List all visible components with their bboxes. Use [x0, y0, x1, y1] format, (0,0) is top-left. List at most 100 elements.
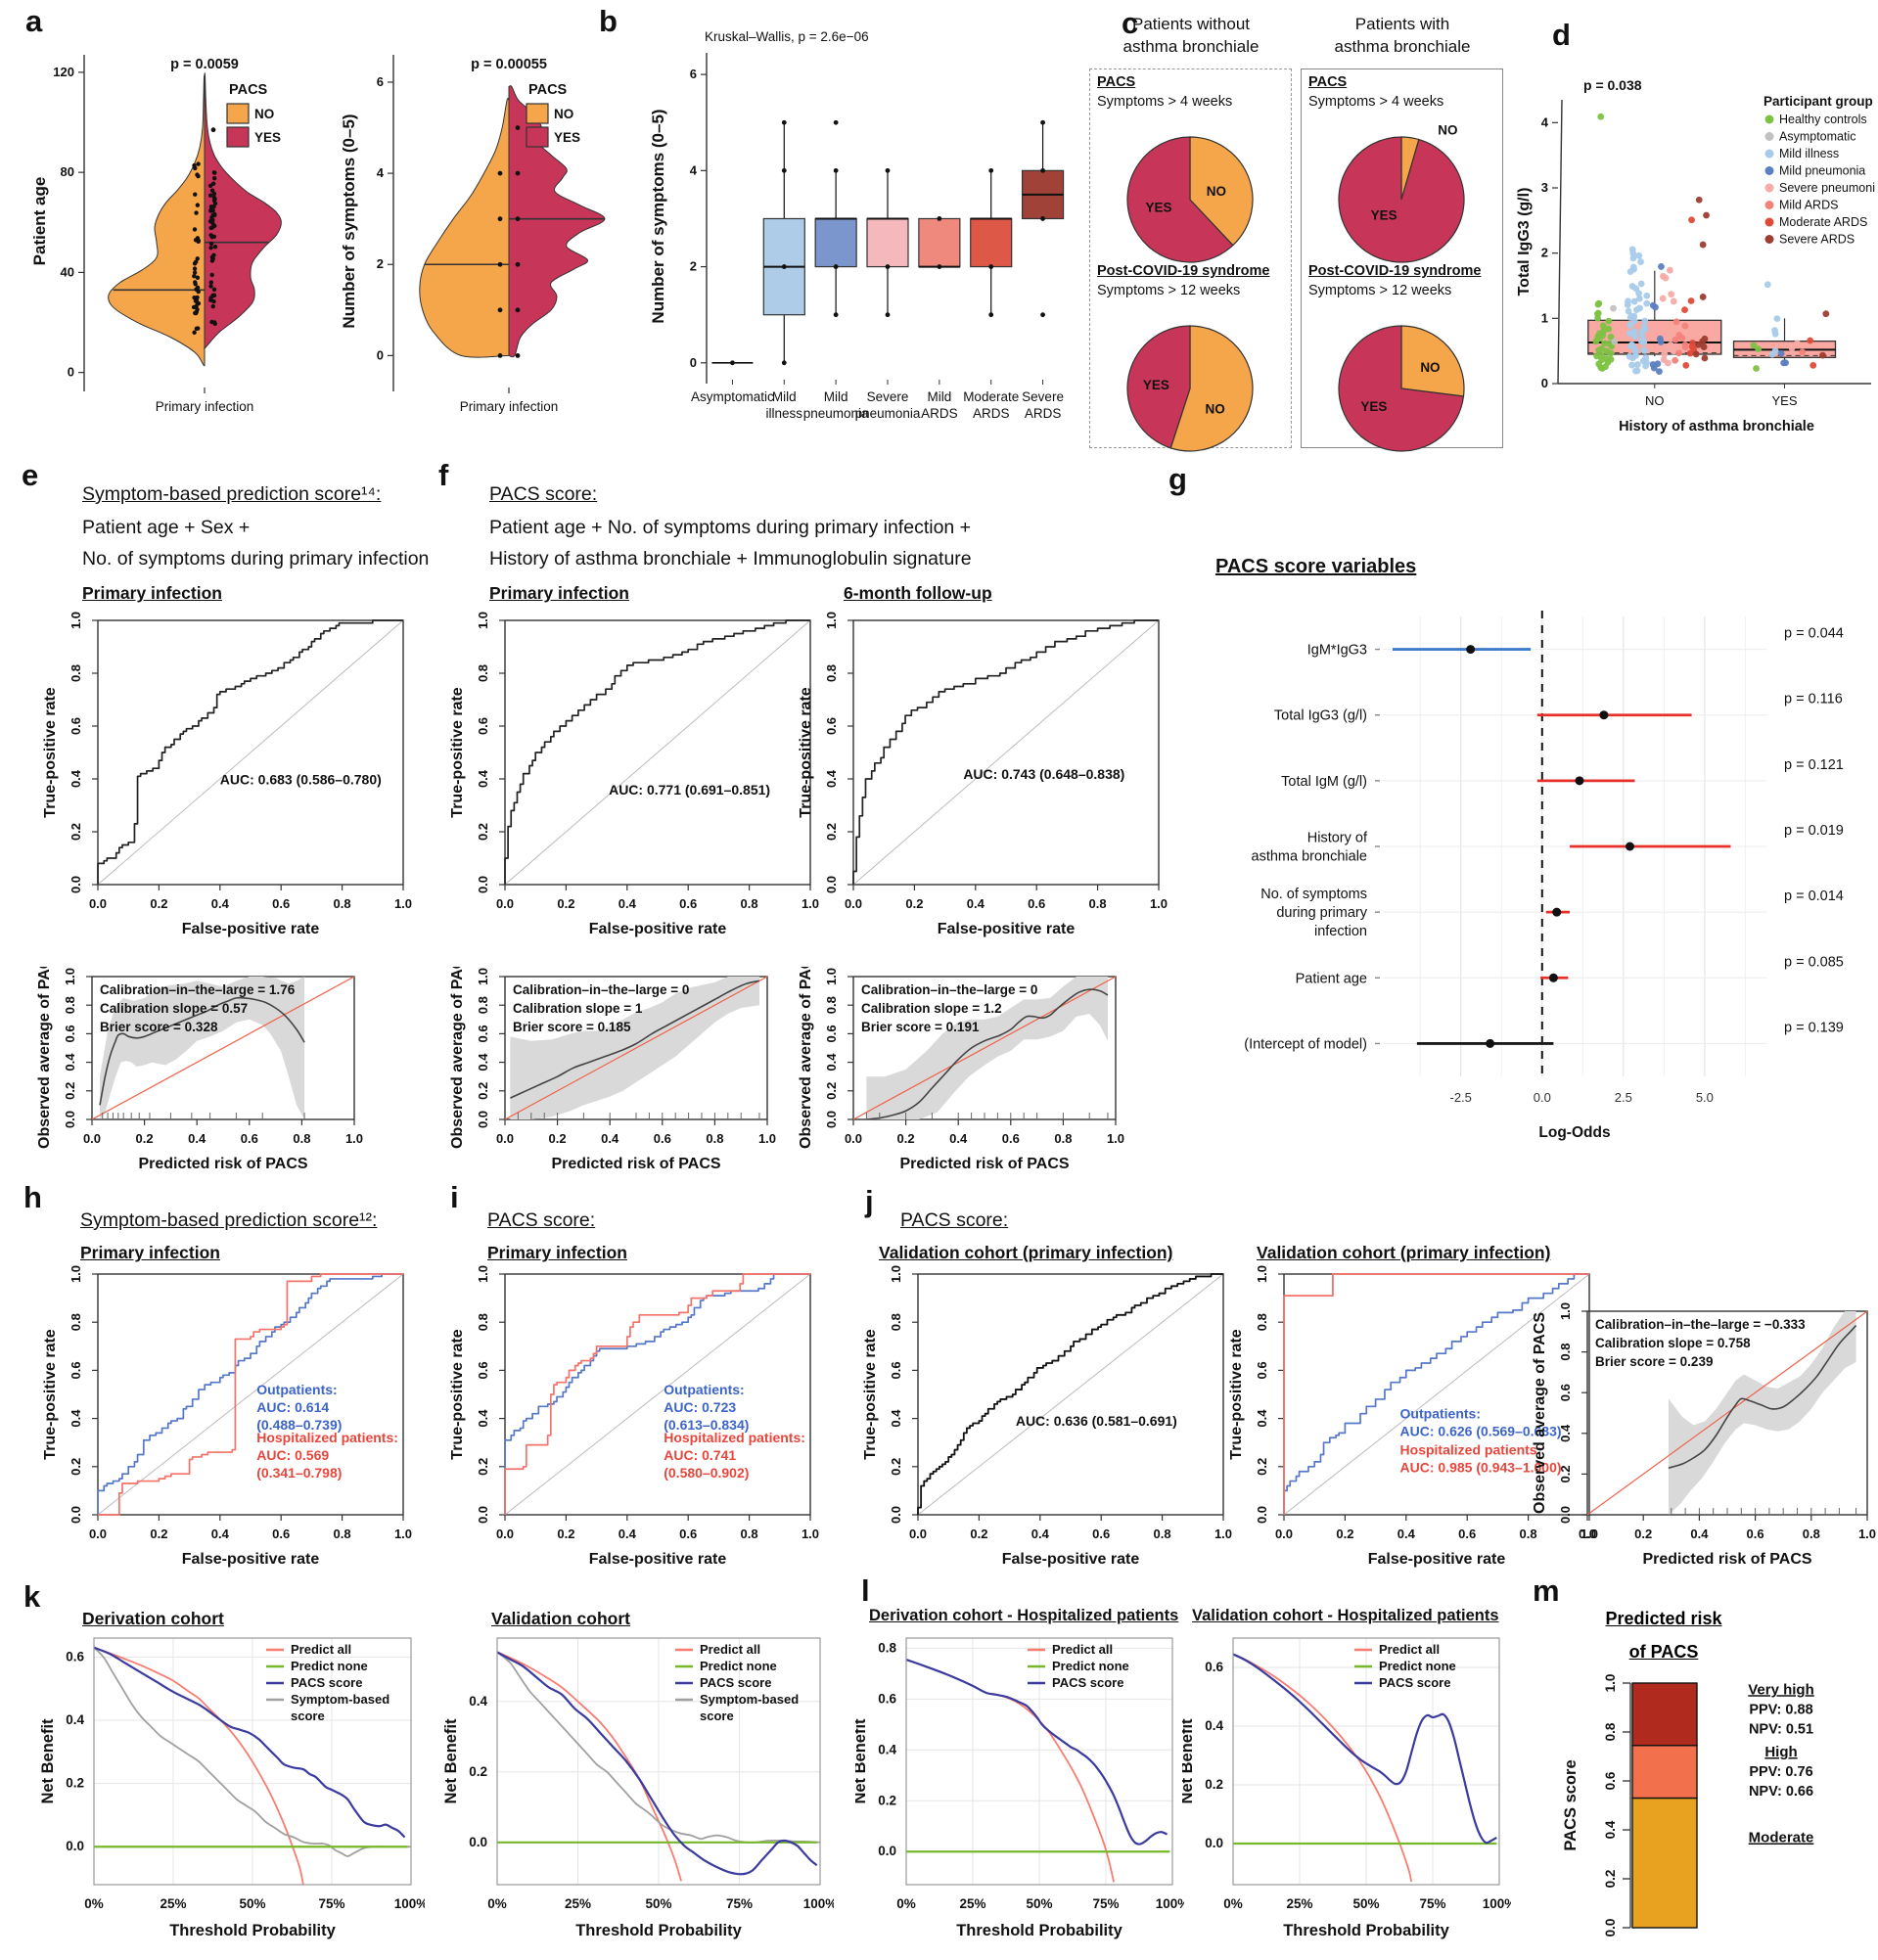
svg-text:0.4: 0.4 [601, 1131, 619, 1146]
svg-text:0.2: 0.2 [557, 1527, 574, 1541]
svg-text:0.2: 0.2 [824, 1082, 839, 1100]
svg-text:True-positive rate: True-positive rate [449, 1329, 466, 1459]
panel-a-label: a [25, 4, 43, 38]
l-title-derivation: Derivation cohort - Hospitalized patient… [869, 1607, 1179, 1624]
svg-text:0.4: 0.4 [618, 1527, 637, 1541]
roc-symptom-score-validation: 0.0 0.0 0.2 0.2 0.4 0.4 0.6 0.6 0.8 0.8 1.0 1.0 Fals… [35, 1264, 419, 1575]
svg-text:25%: 25% [160, 1896, 186, 1911]
svg-text:p = 0.019: p = 0.019 [1784, 823, 1844, 839]
svg-text:Moderate ARDS: Moderate ARDS [1779, 215, 1867, 229]
boxplot-symptoms-by-severity: 0 2 4 6 Number of symptoms (0–5) Kruskal–Wall… [634, 22, 1076, 446]
svg-text:0.6: 0.6 [272, 896, 290, 911]
svg-text:(0.341–0.798): (0.341–0.798) [256, 1465, 342, 1481]
svg-text:0.2: 0.2 [476, 1082, 490, 1100]
svg-text:0%: 0% [896, 1896, 916, 1911]
svg-text:YES: YES [1371, 207, 1397, 222]
svg-text:illness: illness [766, 406, 803, 421]
svg-text:0.6: 0.6 [824, 717, 839, 735]
svg-text:1.0: 1.0 [394, 896, 412, 911]
svg-text:during primary: during primary [1276, 905, 1367, 921]
svg-text:NPV: 0.51: NPV: 0.51 [1749, 1721, 1813, 1737]
svg-text:Severe: Severe [1022, 389, 1064, 404]
svg-text:0.0: 0.0 [1579, 1527, 1596, 1541]
svg-text:Net Benefit: Net Benefit [442, 1718, 460, 1804]
pie-no-asthma-pacs: YES NO [1122, 120, 1258, 263]
j-score-title: PACS score: [900, 1209, 1009, 1231]
svg-text:p = 0.139: p = 0.139 [1784, 1020, 1844, 1035]
g-title: PACS score variables [1215, 556, 1417, 577]
svg-text:Predict none: Predict none [1379, 1659, 1456, 1673]
panel-l-label: l [861, 1573, 870, 1608]
svg-text:0.2: 0.2 [1205, 1777, 1223, 1792]
svg-text:0.0: 0.0 [824, 876, 839, 893]
svg-text:0: 0 [68, 365, 74, 380]
svg-text:0.2: 0.2 [1558, 1465, 1573, 1482]
svg-text:False-positive rate: False-positive rate [938, 921, 1076, 937]
e-score-line2: Patient age + Sex + [82, 517, 251, 538]
svg-text:Outpatients:: Outpatients: [256, 1382, 337, 1397]
svg-text:Predict all: Predict all [291, 1642, 351, 1657]
svg-text:Predict none: Predict none [700, 1659, 777, 1673]
svg-text:p = 0.00055: p = 0.00055 [471, 57, 547, 72]
svg-text:6: 6 [377, 74, 384, 89]
svg-text:0.6: 0.6 [476, 717, 490, 735]
svg-text:0.6: 0.6 [272, 1527, 290, 1541]
svg-text:True-positive rate: True-positive rate [1228, 1329, 1245, 1459]
svg-text:0.2: 0.2 [970, 1527, 987, 1541]
svg-text:NPV: 0.66: NPV: 0.66 [1749, 1784, 1813, 1800]
svg-text:False-positive rate: False-positive rate [589, 1551, 727, 1568]
e-score-title: Symptom-based prediction score¹⁴: [82, 483, 382, 505]
svg-text:p = 0.085: p = 0.085 [1784, 954, 1844, 970]
panel-d-label: d [1552, 18, 1571, 52]
i-subtitle: Primary infection [487, 1243, 627, 1262]
svg-text:0.8: 0.8 [741, 896, 758, 911]
f-score-title: PACS score: [489, 483, 598, 505]
svg-text:YES: YES [1143, 378, 1169, 392]
svg-text:0.8: 0.8 [69, 664, 83, 682]
svg-text:0.6: 0.6 [476, 1025, 490, 1042]
svg-text:75%: 75% [726, 1896, 753, 1911]
svg-text:False-positive rate: False-positive rate [589, 921, 727, 937]
svg-text:0.0: 0.0 [889, 1506, 903, 1524]
svg-text:PACS score: PACS score [700, 1675, 771, 1690]
svg-text:0.0: 0.0 [496, 896, 514, 911]
svg-text:0.8: 0.8 [878, 1640, 896, 1655]
svg-text:0.0: 0.0 [1603, 1919, 1618, 1937]
svg-text:0.4: 0.4 [476, 769, 490, 788]
svg-text:0.8: 0.8 [1255, 1313, 1269, 1331]
svg-text:Mild illness: Mild illness [1779, 147, 1839, 160]
svg-text:PACS: PACS [528, 82, 568, 98]
c-col1-header: Patients without asthma bronchiale [1122, 15, 1260, 56]
svg-text:0%: 0% [1223, 1896, 1243, 1911]
svg-text:AUC: 0.985 (0.943–1.000): AUC: 0.985 (0.943–1.000) [1400, 1460, 1562, 1476]
svg-text:Patient age: Patient age [1296, 971, 1367, 986]
svg-text:NO: NO [1438, 122, 1457, 137]
svg-text:0: 0 [377, 347, 384, 362]
svg-text:1.0: 1.0 [1214, 1527, 1232, 1541]
pie-with-asthma-postcovid: YES NO [1334, 309, 1469, 452]
svg-text:40: 40 [61, 264, 74, 279]
svg-text:0.6: 0.6 [889, 1361, 903, 1379]
svg-text:p = 0.044: p = 0.044 [1784, 626, 1844, 642]
svg-text:Patient age: Patient age [30, 177, 49, 266]
svg-text:Predicted risk of PACS: Predicted risk of PACS [551, 1156, 720, 1172]
svg-text:0.6: 0.6 [1747, 1527, 1764, 1541]
svg-text:0.6: 0.6 [878, 1691, 896, 1706]
svg-text:1.0: 1.0 [1603, 1674, 1618, 1693]
svg-text:1.0: 1.0 [824, 612, 839, 629]
svg-text:Calibration slope = 0.57: Calibration slope = 0.57 [100, 1001, 248, 1016]
svg-text:High: High [1764, 1744, 1797, 1760]
c-pcs-header-1: Post-COVID-19 syndrome Symptoms > 12 week… [1097, 263, 1270, 299]
svg-text:0.2: 0.2 [63, 1082, 77, 1100]
svg-text:Observed average of PACS: Observed average of PACS [449, 967, 466, 1149]
svg-text:Predict all: Predict all [1052, 1642, 1113, 1657]
roc-pacs-score-subgroups: 0.0 0.0 0.2 0.2 0.4 0.4 0.6 0.6 0.8 0.8 1.0 1.0 Fals… [442, 1264, 826, 1575]
panel-c-label: c [1122, 6, 1139, 40]
svg-text:p = 0.038: p = 0.038 [1583, 77, 1642, 93]
svg-text:No. of symptoms: No. of symptoms [1260, 887, 1367, 902]
svg-text:False-positive rate: False-positive rate [1368, 1551, 1506, 1568]
svg-text:4: 4 [377, 165, 385, 180]
svg-text:0.4: 0.4 [1031, 1527, 1050, 1541]
m-title-line1: Predicted risk [1605, 1609, 1722, 1628]
svg-text:Outpatients:: Outpatients: [1400, 1406, 1481, 1422]
